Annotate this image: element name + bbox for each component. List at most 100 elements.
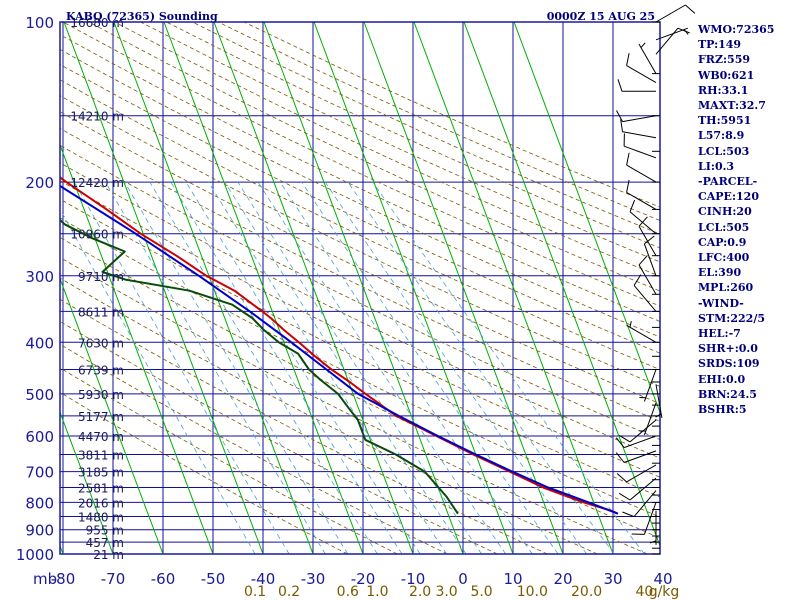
mixing-ratio-label: 2.0 xyxy=(409,584,431,600)
pressure-tick-label: 300 xyxy=(25,268,54,286)
wind-barb xyxy=(617,79,656,92)
skewed-isotherm xyxy=(313,22,514,555)
sounding-index: STM:222/5 xyxy=(698,311,765,325)
sounding-indices-panel: WMO:72365 TP:149 FRZ:559 WB0:621 RH:33.1 MAXT… xyxy=(698,22,798,417)
mixing-ratio-line xyxy=(170,181,403,555)
wind-barb-flag xyxy=(644,235,655,245)
wind-barb-staff xyxy=(626,164,657,183)
wind-barb-staff xyxy=(629,419,657,443)
wind-barb-staff xyxy=(623,450,657,463)
temperature-tick-label: -40 xyxy=(251,570,276,588)
height-label: 14210 m xyxy=(70,110,124,124)
mixing-ratio-label: 0.2 xyxy=(278,584,300,600)
mixing-ratio-line xyxy=(185,181,421,555)
dry-adiabat xyxy=(60,236,660,539)
temperature-tick-label: 0 xyxy=(458,570,468,588)
skewed-isotherm xyxy=(213,22,414,555)
valid-time: 0000Z 15 AUG 25 xyxy=(547,10,655,23)
sounding-index: FRZ:559 xyxy=(698,53,751,67)
wind-barb-flag xyxy=(626,179,630,193)
skewed-isotherm xyxy=(113,22,314,555)
wind-barb xyxy=(638,255,657,295)
wind-barb-flag xyxy=(615,452,625,463)
pressure-tick-label: 700 xyxy=(25,464,54,482)
mixing-ratio-line xyxy=(347,181,615,555)
wind-barb xyxy=(615,450,657,463)
wind-barb xyxy=(626,179,657,210)
wind-barb-staff xyxy=(643,502,657,535)
sounding-index: LFC:400 xyxy=(698,251,750,265)
mixing-ratio-label: 5.0 xyxy=(470,584,492,600)
wind-barb-staff xyxy=(623,435,657,449)
wind-barb xyxy=(639,369,657,402)
sounding-index: CAP:0.9 xyxy=(698,235,747,249)
height-label: 7630 m xyxy=(78,336,124,350)
dry-adiabat xyxy=(60,79,660,371)
mixing-ratio-line xyxy=(257,181,507,555)
dry-adiabat xyxy=(60,144,660,441)
pressure-tick-label: 800 xyxy=(25,494,54,512)
mixing-ratio-line xyxy=(237,181,482,555)
temperature-tick-label: 30 xyxy=(603,570,622,588)
dry-adiabat xyxy=(60,48,660,338)
sounding-index: -PARCEL- xyxy=(698,175,758,189)
skewed-isotherm xyxy=(60,410,114,555)
wind-barb xyxy=(626,53,657,84)
sounding-index: SRDS:109 xyxy=(698,357,760,371)
plot-border xyxy=(59,21,661,555)
height-label: 1480 m xyxy=(78,511,124,525)
wind-barb-flag xyxy=(638,255,648,266)
wind-barb xyxy=(638,42,657,74)
dry-adiabat xyxy=(60,34,660,322)
wind-barb-flag xyxy=(677,27,690,34)
mixing-ratio-line xyxy=(279,181,533,555)
mixing-ratio-line xyxy=(372,181,645,555)
skewed-isotherm xyxy=(63,22,264,555)
wind-barb-staff xyxy=(626,324,657,343)
wind-barb-staff xyxy=(655,4,686,23)
wind-barb-flag xyxy=(633,274,642,286)
wind-barb-flag xyxy=(620,119,623,132)
wind-barb xyxy=(655,27,690,55)
parcel-line xyxy=(60,184,619,515)
wind-barb-staff xyxy=(633,285,657,312)
dry-adiabat xyxy=(60,180,660,478)
mixing-ratio-label: 10.0 xyxy=(517,584,548,600)
dry-adiabat xyxy=(140,22,660,263)
dry-adiabat xyxy=(60,162,660,459)
skewed-isotherm xyxy=(263,22,464,555)
mixing-ratio-line xyxy=(74,181,290,555)
sounding-index: RH:33.1 xyxy=(698,83,749,97)
wind-barb xyxy=(643,235,657,276)
mixing-ratio-label: 40 xyxy=(635,584,653,600)
sounding-index: CINH:20 xyxy=(698,205,752,219)
height-label: 457 m xyxy=(86,536,124,550)
wind-barb-flag xyxy=(615,437,625,448)
height-label: 2016 m xyxy=(78,496,124,510)
wind-barb-flag xyxy=(618,434,631,443)
wind-barb-staff xyxy=(629,211,657,235)
wind-barb-staff xyxy=(626,191,657,210)
skewed-isotherm xyxy=(513,22,660,414)
temperature-tick-label: -10 xyxy=(401,570,426,588)
wind-barbs xyxy=(615,4,696,555)
mixing-ratio-line xyxy=(124,181,349,555)
chart-title: KABQ (72365) Sounding xyxy=(66,10,218,23)
temperature-tick-label: -50 xyxy=(201,570,226,588)
wind-barb-flag xyxy=(616,110,623,122)
wind-barb xyxy=(629,199,657,235)
wind-barb xyxy=(616,464,657,483)
wind-barb-flag xyxy=(638,216,648,227)
height-label: 16680 m xyxy=(70,16,124,30)
sounding-index: MPL:260 xyxy=(698,281,754,295)
temperature-tick-label: -20 xyxy=(351,570,376,588)
skewed-isotherm xyxy=(0,22,13,554)
skewed-isotherm xyxy=(413,22,614,555)
wind-barb xyxy=(616,110,657,123)
wind-barb-staff xyxy=(638,264,657,295)
wind-barb-staff xyxy=(655,27,679,55)
dry-adiabat xyxy=(60,320,498,555)
wind-barb xyxy=(631,502,657,535)
skewed-isotherm xyxy=(163,22,364,555)
